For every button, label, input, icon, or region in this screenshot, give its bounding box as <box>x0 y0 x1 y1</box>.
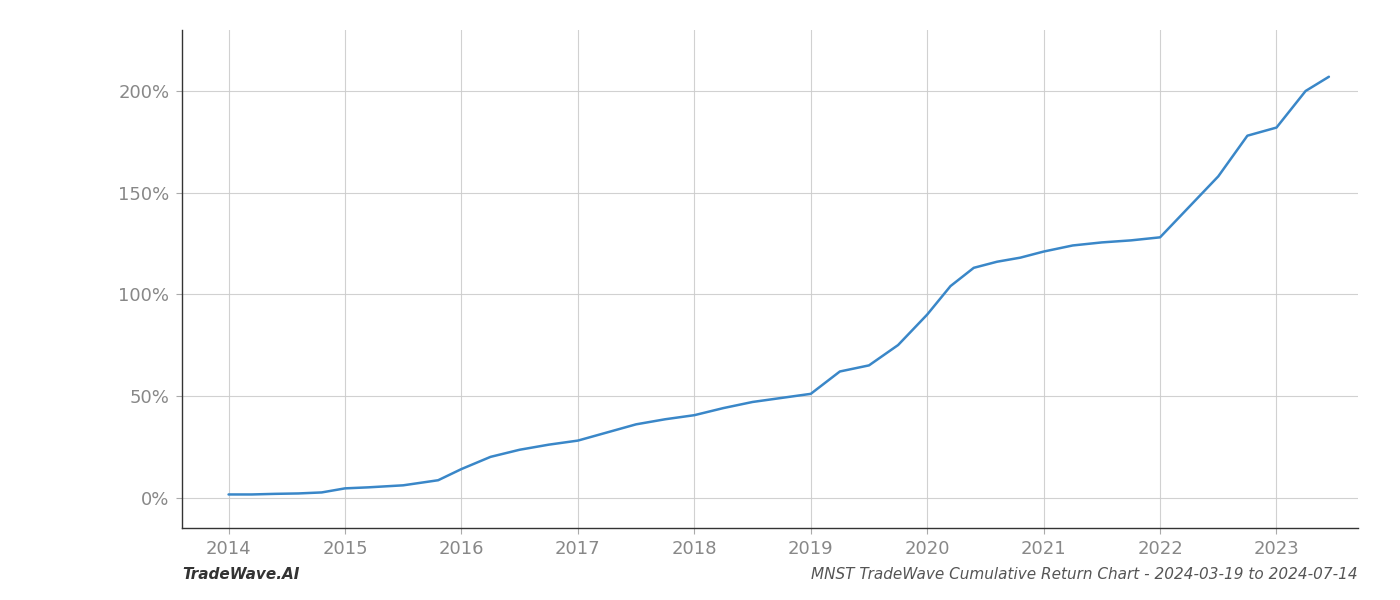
Text: TradeWave.AI: TradeWave.AI <box>182 567 300 582</box>
Text: MNST TradeWave Cumulative Return Chart - 2024-03-19 to 2024-07-14: MNST TradeWave Cumulative Return Chart -… <box>812 567 1358 582</box>
